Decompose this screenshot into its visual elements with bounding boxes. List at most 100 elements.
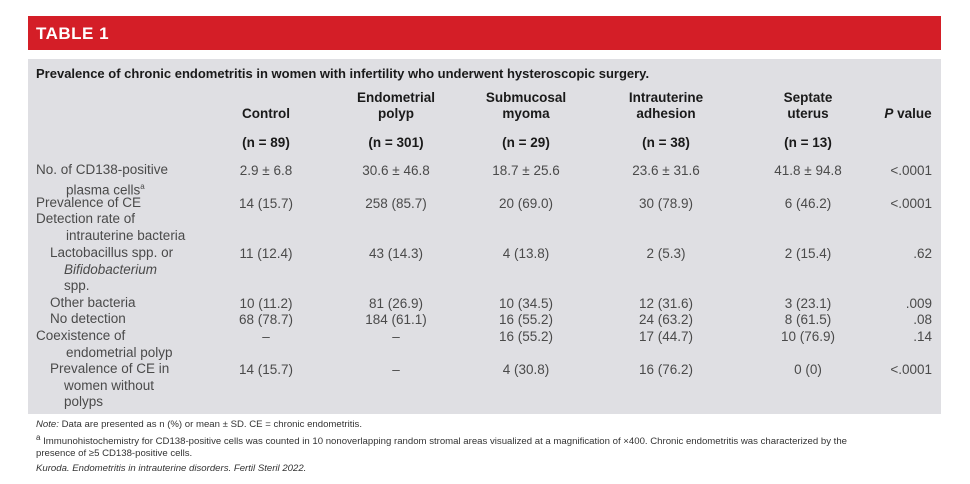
table-cell: 17 (44.7) — [638, 329, 694, 344]
table-cell: 8 (61.5) — [784, 312, 832, 327]
row-label-cd138: No. of CD138-positive plasma cellsa — [36, 162, 168, 199]
footnote-marker: a — [36, 433, 41, 442]
table-cell: 12 (31.6) — [638, 296, 694, 311]
table-citation: Kuroda. Endometritis in intrauterine dis… — [36, 463, 306, 475]
row-label-other-bacteria: Other bacteria — [50, 295, 136, 312]
column-header-line: uterus — [787, 106, 829, 121]
footnote-marker: a — [140, 181, 145, 191]
table-cell: 30.6 ± 46.8 — [362, 163, 430, 178]
p-value-cell: <.0001 — [890, 196, 932, 211]
p-value-cell: .009 — [905, 296, 932, 311]
table-cell: 4 (30.8) — [502, 362, 550, 377]
column-header-line: adhesion — [636, 106, 696, 121]
table-note: Note: Data are presented as n (%) or mea… — [36, 419, 362, 431]
table-cell: 4 (13.8) — [502, 246, 550, 261]
row-label-line: No. of CD138-positive — [36, 162, 169, 177]
row-label-prevalence-without-polyps: Prevalence of CE in women without polyps — [50, 361, 169, 411]
table-label-banner: TABLE 1 — [28, 16, 941, 50]
p-value-cell: .08 — [913, 312, 932, 327]
column-header-submucosal-myoma: Submucosal myoma — [481, 90, 571, 122]
row-label-line: Prevalence of CE in — [50, 361, 170, 376]
row-label-detection-rate: Detection rate of intrauterine bacteria — [36, 211, 185, 244]
table-cell: 14 (15.7) — [238, 196, 294, 211]
footnote-text: Immunohistochemistry for CD138-positive … — [40, 436, 847, 448]
column-header-line: Submucosal — [485, 90, 567, 105]
column-n-control: (n = 89) — [242, 135, 290, 150]
row-label-line: Detection rate of — [36, 211, 136, 226]
p-value-cell: <.0001 — [890, 362, 932, 377]
table-cell: 20 (69.0) — [498, 196, 554, 211]
table-cell: 10 (76.9) — [780, 329, 836, 344]
column-header-line: myoma — [502, 106, 550, 121]
table-cell: 18.7 ± 25.6 — [492, 163, 560, 178]
row-label-line: Other bacteria — [50, 295, 136, 310]
column-header-septate-uterus: Septate uterus — [763, 90, 853, 122]
footnote-line: a Immunohistochemistry for CD138-positiv… — [36, 432, 847, 448]
column-header-line: Septate — [783, 90, 833, 105]
note-text: Data are presented as n (%) or mean ± SD… — [58, 419, 363, 430]
p-value-label: value — [893, 106, 932, 121]
table-cell: 3 (23.1) — [784, 296, 832, 311]
p-value-cell: .62 — [913, 246, 932, 261]
column-header-line: polyp — [378, 106, 414, 121]
column-header-intrauterine-adhesion: Intrauterine adhesion — [621, 90, 711, 122]
table-cell: 16 (76.2) — [638, 362, 694, 377]
column-header-control: Control — [236, 106, 296, 122]
table-cell: 43 (14.3) — [368, 246, 424, 261]
table-cell: 6 (46.2) — [784, 196, 832, 211]
table-cell: 24 (63.2) — [638, 312, 694, 327]
footnote-line: presence of ≥5 CD138-positive cells. — [36, 448, 193, 460]
table-footnote: a Immunohistochemistry for CD138-positiv… — [36, 432, 847, 460]
table-cell: – — [262, 329, 270, 344]
row-label-line: women without — [64, 377, 155, 393]
p-value-cell: <.0001 — [890, 163, 932, 178]
table-cell: 10 (11.2) — [239, 296, 293, 311]
row-label-line: spp. — [64, 278, 90, 293]
column-header-line: Control — [242, 106, 290, 121]
table-panel — [28, 59, 941, 414]
column-header-p-value: P value — [878, 106, 938, 122]
column-n-intrauterine-adhesion: (n = 38) — [642, 135, 690, 150]
table-cell: 68 (78.7) — [238, 312, 294, 327]
table-cell: 258 (85.7) — [365, 196, 427, 211]
citation-text: Kuroda. Endometritis in intrauterine dis… — [36, 463, 307, 474]
row-label-line: intrauterine bacteria — [66, 227, 186, 243]
column-header-endometrial-polyp: Endometrial polyp — [351, 90, 441, 122]
row-label-italic: Bifidobacterium — [64, 261, 158, 277]
table-cell: 11 (12.4) — [239, 246, 293, 261]
row-label-line: Prevalence of CE — [36, 195, 142, 210]
column-header-line: Endometrial — [356, 90, 435, 105]
table-cell: 2 (15.4) — [784, 246, 832, 261]
row-label-line: polyps — [64, 394, 104, 409]
table-cell: 2.9 ± 6.8 — [239, 163, 293, 178]
table-cell: – — [392, 362, 400, 377]
note-line: Note: Data are presented as n (%) or mea… — [36, 419, 362, 431]
column-n-endometrial-polyp: (n = 301) — [368, 135, 424, 150]
row-label-text: plasma cells — [66, 182, 141, 197]
row-label-coexistence: Coexistence of endometrial polyp — [36, 328, 173, 361]
table-cell: 16 (55.2) — [498, 329, 554, 344]
table-cell: 184 (61.1) — [365, 312, 427, 327]
table-cell: 81 (26.9) — [368, 296, 424, 311]
table-cell: – — [392, 329, 400, 344]
p-value-cell: .14 — [913, 329, 932, 344]
row-label-line: Bifidobacterium — [50, 262, 173, 279]
table-cell: 30 (78.9) — [638, 196, 694, 211]
table-caption: Prevalence of chronic endometritis in wo… — [36, 66, 650, 81]
table-cell: 0 (0) — [794, 362, 822, 377]
row-label-no-detection: No detection — [50, 311, 126, 328]
table-cell: 23.6 ± 31.6 — [632, 163, 700, 178]
column-header-line: Intrauterine — [628, 90, 704, 105]
row-label-lactobacillus: Lactobacillus spp. or Bifidobacterium sp… — [50, 245, 173, 295]
column-n-septate-uterus: (n = 13) — [784, 135, 832, 150]
row-label-line: No detection — [50, 311, 126, 326]
table-cell: 41.8 ± 94.8 — [774, 163, 842, 178]
table-cell: 14 (15.7) — [238, 362, 294, 377]
row-label-line: plasma cellsa — [36, 179, 168, 199]
row-label-line: endometrial polyp — [66, 344, 173, 360]
p-symbol: P — [884, 106, 894, 121]
table-cell: 16 (55.2) — [498, 312, 554, 327]
note-label: Note: — [36, 419, 59, 430]
row-label-line: Coexistence of — [36, 328, 126, 343]
